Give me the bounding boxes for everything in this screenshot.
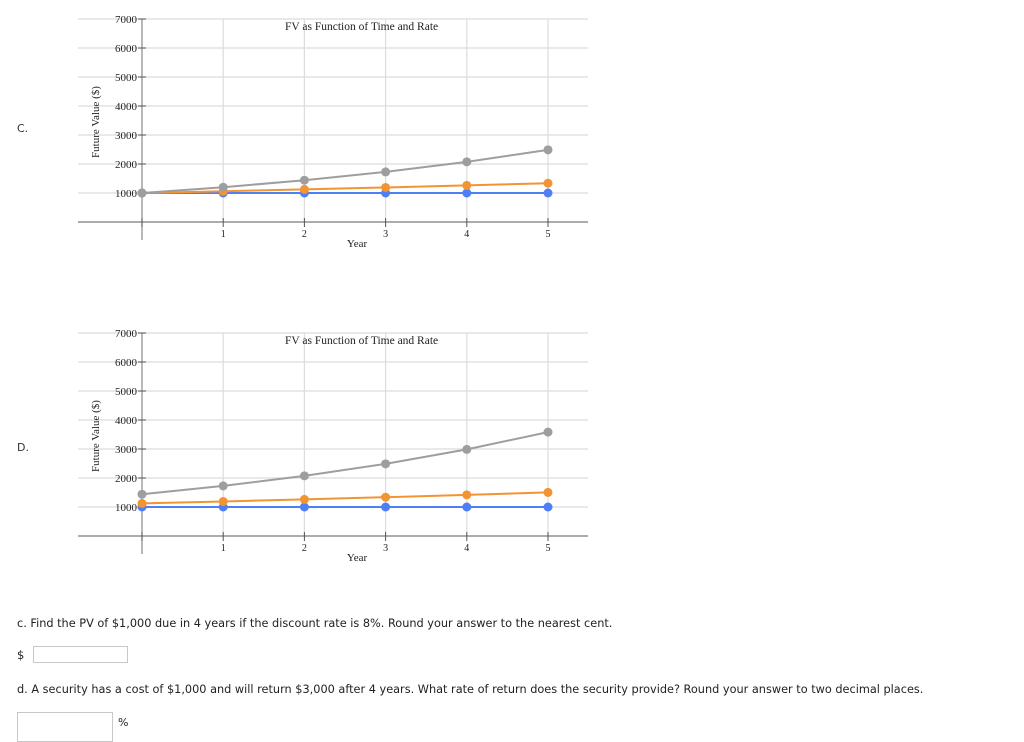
data-point: [462, 490, 472, 500]
data-point: [381, 167, 391, 177]
y-tick-label: 6000: [115, 43, 138, 55]
option-d-label: D.: [17, 441, 29, 454]
x-tick-label: 2: [302, 229, 307, 240]
y-tick-label: 3000: [115, 444, 138, 456]
data-point: [462, 502, 472, 512]
fv-line-chart-d: 1 2 3 4 5 1000 2000 3000 4000 5000 6000 7000 FV as F…: [78, 328, 588, 564]
fv-line-chart-c: 1 2 3 4 5 1000 2000 3000 4000 5000 6000 7000 FV as F…: [78, 14, 588, 250]
y-tick-label: 2000: [115, 473, 138, 485]
data-point: [381, 492, 391, 502]
series-line: [141, 148, 549, 194]
y-tick-label: 5000: [115, 72, 138, 84]
data-point: [137, 489, 147, 499]
series-line: [141, 182, 549, 194]
x-tick-label: 4: [464, 229, 469, 240]
data-point: [381, 502, 391, 512]
data-point: [543, 427, 553, 437]
data-point: [462, 188, 472, 198]
y-tick-label: 4000: [115, 101, 138, 113]
series-20pct: [137, 427, 553, 499]
data-point: [543, 502, 553, 512]
chart-option-c: 1 2 3 4 5 1000 2000 3000 4000 5000 6000 7000 FV as F…: [0, 0, 620, 260]
data-point: [299, 502, 309, 512]
chart-title: FV as Function of Time and Rate: [285, 21, 438, 33]
data-point: [218, 496, 228, 506]
y-tick-label: 2000: [115, 159, 138, 171]
question-c-text: c. Find the PV of $1,000 due in 4 years …: [17, 617, 613, 630]
series-0pct: [137, 502, 553, 512]
rate-of-return-input[interactable]: [17, 712, 113, 742]
dollar-sign: $: [17, 648, 25, 662]
series-20pct: [137, 145, 553, 198]
x-tick-label: 4: [464, 543, 469, 554]
data-point: [137, 188, 147, 198]
chart-title: FV as Function of Time and Rate: [285, 335, 438, 347]
y-tick-label: 7000: [115, 328, 138, 340]
data-point: [462, 444, 472, 454]
y-tick-label: 6000: [115, 357, 138, 369]
data-point: [462, 157, 472, 167]
pv-answer-input[interactable]: [33, 646, 128, 663]
y-axis-label: Future Value ($): [90, 86, 102, 158]
data-point: [462, 180, 472, 190]
data-point: [299, 471, 309, 481]
question-d-text: d. A security has a cost of $1,000 and w…: [17, 683, 924, 696]
y-tick-label: 1000: [115, 188, 138, 200]
x-tick-label: 3: [383, 543, 388, 554]
x-tick-label: 5: [546, 543, 551, 554]
data-point: [299, 494, 309, 504]
y-tick-label: 7000: [115, 14, 138, 26]
x-tick-label: 1: [221, 229, 226, 240]
x-axis-label: Year: [347, 238, 368, 250]
x-tick-label: 3: [383, 229, 388, 240]
data-point: [543, 145, 553, 155]
series-line: [141, 431, 549, 496]
x-tick-label: 1: [221, 543, 226, 554]
data-point: [137, 498, 147, 508]
data-point: [543, 178, 553, 188]
x-axis-label: Year: [347, 552, 368, 564]
data-point: [299, 175, 309, 185]
y-axis-label: Future Value ($): [90, 400, 102, 472]
data-point: [381, 182, 391, 192]
y-tick-label: 3000: [115, 130, 138, 142]
y-tick-label: 5000: [115, 386, 138, 398]
data-point: [381, 459, 391, 469]
y-tick-label: 4000: [115, 415, 138, 427]
data-point: [543, 487, 553, 497]
series-6pct: [137, 487, 553, 508]
y-tick-label: 1000: [115, 502, 138, 514]
percent-sign: %: [118, 716, 129, 729]
x-tick-label: 2: [302, 543, 307, 554]
data-point: [218, 182, 228, 192]
data-point: [543, 188, 553, 198]
option-c-label: C.: [17, 122, 29, 135]
x-tick-label: 5: [546, 229, 551, 240]
chart-option-d: 1 2 3 4 5 1000 2000 3000 4000 5000 6000 7000 FV as F…: [0, 314, 620, 574]
data-point: [299, 184, 309, 194]
series-line: [141, 491, 549, 505]
data-point: [218, 481, 228, 491]
